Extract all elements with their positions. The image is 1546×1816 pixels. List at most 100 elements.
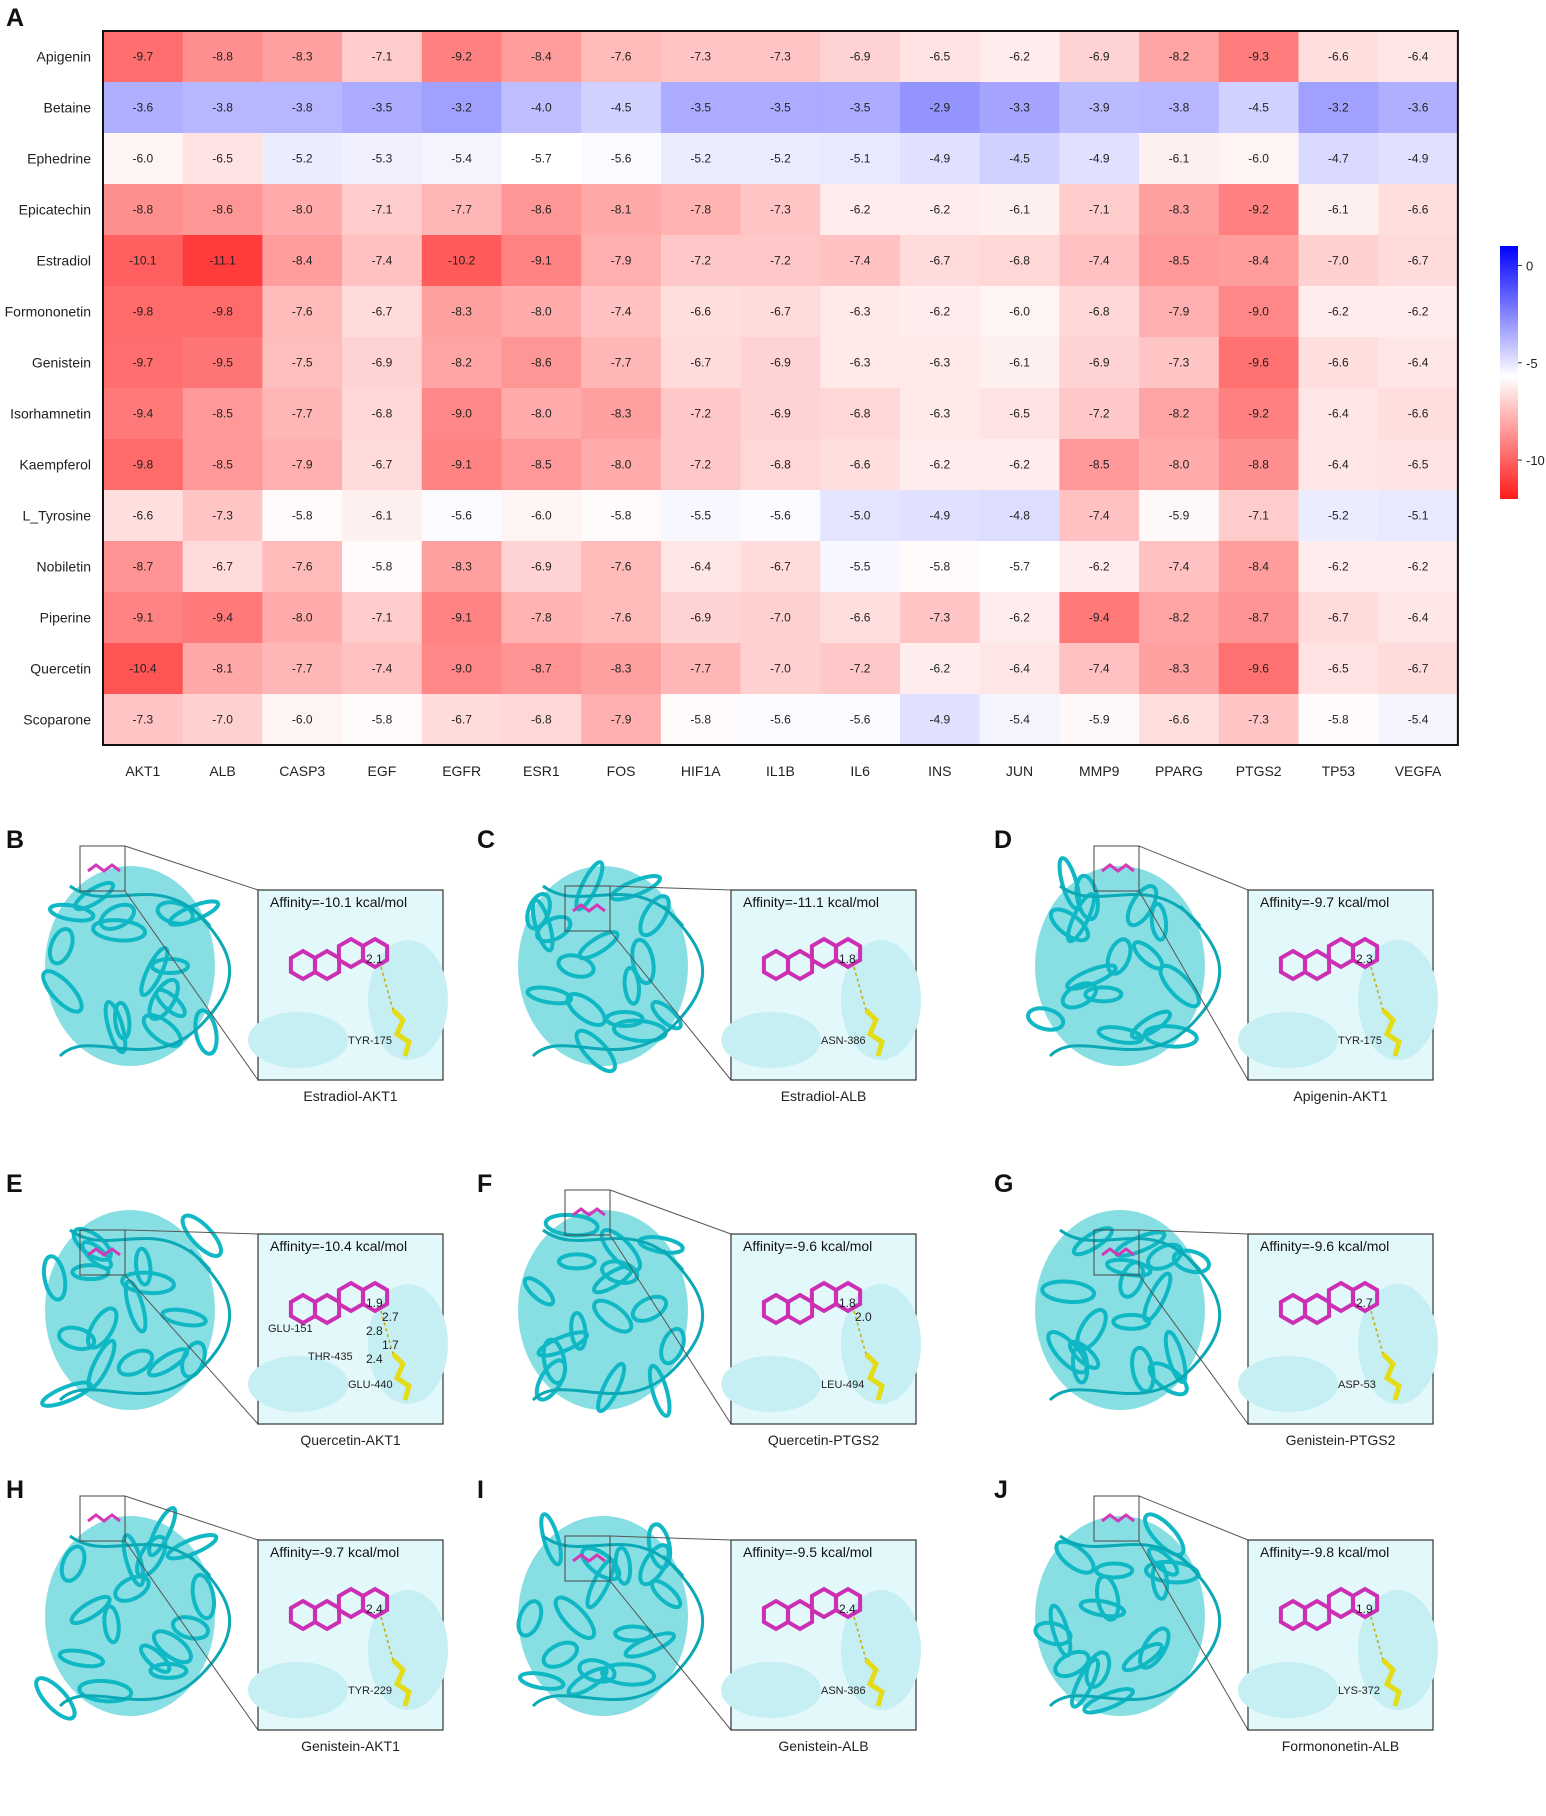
complex-caption: Genistein-PTGS2 xyxy=(1285,1432,1396,1448)
heatmap-value-label: -3.2 xyxy=(451,101,472,115)
panel-label: D xyxy=(994,826,1013,854)
heatmap-cell xyxy=(342,490,423,542)
panel-label: E xyxy=(6,1170,23,1198)
complex-caption: Estradiol-ALB xyxy=(780,1088,867,1104)
docking-panel-e: E Affinity=-10.4 kcal/mol GLU-440 THR-435 GL… xyxy=(0,1170,540,1470)
heatmap-value-label: -8.3 xyxy=(611,407,632,421)
docking-panel-d: D Affinity=-9.7 kcal/mol TYR-175 2.3 Apigeni… xyxy=(990,826,1530,1126)
protein-structure xyxy=(40,1210,231,1410)
heatmap-value-label: -6.2 xyxy=(1089,560,1110,574)
heatmap-cell xyxy=(501,490,582,542)
residue-sticks xyxy=(391,1658,412,1707)
heatmap-value-label: -7.3 xyxy=(690,50,711,64)
heatmap-cell xyxy=(1059,286,1140,338)
heatmap-cell xyxy=(1298,184,1379,236)
heatmap-value-label: -8.5 xyxy=(531,458,552,472)
heatmap-value-label: -6.8 xyxy=(1089,305,1110,319)
hbond-distance-label: 2.0 xyxy=(855,1310,872,1324)
residue-label: TYR-175 xyxy=(348,1035,393,1047)
heatmap-value-label: -7.9 xyxy=(611,713,632,727)
heatmap-value-label: -5.8 xyxy=(372,713,393,727)
heatmap-cell xyxy=(501,337,582,389)
heatmap-cell xyxy=(103,82,184,134)
heatmap-cell xyxy=(1298,337,1379,389)
heatmap-cell xyxy=(182,643,263,695)
heatmap-value-label: -6.7 xyxy=(212,560,233,574)
heatmap-cell xyxy=(1298,31,1379,83)
heatmap-cell xyxy=(979,388,1060,440)
row-label: Nobiletin xyxy=(37,559,91,575)
heatmap-cell xyxy=(103,286,184,338)
heatmap-cell xyxy=(421,286,503,338)
heatmap-cell xyxy=(740,694,821,746)
heatmap-cell xyxy=(740,490,821,542)
heatmap-cell xyxy=(501,643,582,695)
heatmap-value-label: -7.3 xyxy=(770,203,791,217)
heatmap-cell xyxy=(660,694,742,746)
heatmap-cell xyxy=(1218,439,1300,491)
heatmap-cell xyxy=(740,31,821,83)
heatmap-value-label: -7.3 xyxy=(212,509,233,523)
column-label: HIF1A xyxy=(681,763,721,779)
heatmap-cell xyxy=(1298,694,1379,746)
heatmap-cell xyxy=(660,286,742,338)
heatmap-cell xyxy=(581,388,662,440)
heatmap-value-label: -8.4 xyxy=(292,254,313,268)
heatmap-cell xyxy=(1218,337,1300,389)
heatmap-value-label: -6.2 xyxy=(1009,611,1030,625)
heatmap-value-label: -9.5 xyxy=(212,356,233,370)
hbond-distance-label: 2.8 xyxy=(366,1324,383,1338)
heatmap-cell xyxy=(979,490,1060,542)
heatmap-cell xyxy=(820,184,901,236)
heatmap-cell xyxy=(342,133,423,185)
heatmap-value-label: -5.5 xyxy=(850,560,871,574)
heatmap-cell xyxy=(1298,541,1379,593)
heatmap-cell xyxy=(342,31,423,83)
heatmap-cell xyxy=(182,286,263,338)
heatmap-cell xyxy=(1378,235,1459,287)
heatmap-cell xyxy=(182,133,263,185)
heatmap-cell xyxy=(581,439,662,491)
heatmap-cell xyxy=(421,592,503,644)
heatmap-cell xyxy=(900,643,981,695)
heatmap-value-label: -8.3 xyxy=(451,560,472,574)
heatmap-cell xyxy=(740,439,821,491)
heatmap-cell xyxy=(979,184,1060,236)
heatmap-value-label: -7.4 xyxy=(1089,662,1110,676)
heatmap-value-label: -6.9 xyxy=(531,560,552,574)
heatmap-value-label: -5.6 xyxy=(451,509,472,523)
heatmap-cell xyxy=(1298,490,1379,542)
heatmap-value-label: -5.3 xyxy=(372,152,393,166)
heatmap-value-label: -8.3 xyxy=(1169,203,1190,217)
heatmap-value-label: -8.8 xyxy=(1248,458,1269,472)
hbond-distance-label: 2.7 xyxy=(1356,1296,1373,1310)
heatmap-value-label: -10.4 xyxy=(129,662,157,676)
heatmap-value-label: -8.4 xyxy=(1248,560,1269,574)
heatmap-cell xyxy=(501,286,582,338)
residue-label: ASN-386 xyxy=(821,1035,866,1047)
residue-sticks xyxy=(1381,1658,1402,1707)
row-label: Piperine xyxy=(40,610,92,626)
heatmap-value-label: -3.5 xyxy=(372,101,393,115)
row-label: Isorhamnetin xyxy=(10,406,91,422)
heatmap-cell xyxy=(820,592,901,644)
heatmap-cell xyxy=(1378,133,1459,185)
heatmap-cell xyxy=(421,235,503,287)
complex-caption: Genistein-ALB xyxy=(778,1738,869,1754)
heatmap-cell xyxy=(1218,388,1300,440)
heatmap-value-label: -3.8 xyxy=(292,101,313,115)
heatmap-value-label: -5.6 xyxy=(611,152,632,166)
heatmap-cell xyxy=(501,388,582,440)
affinity-label: Affinity=-9.7 kcal/mol xyxy=(1260,894,1390,910)
heatmap-cell xyxy=(1378,82,1459,134)
heatmap-value-label: -3.6 xyxy=(133,101,154,115)
heatmap-cell xyxy=(1059,592,1140,644)
heatmap-value-label: -6.1 xyxy=(1328,203,1349,217)
heatmap-cell xyxy=(342,541,423,593)
heatmap-value-label: -4.7 xyxy=(1328,152,1349,166)
heatmap-value-label: -9.0 xyxy=(451,662,472,676)
heatmap-value-label: -7.9 xyxy=(292,458,313,472)
column-label: ALB xyxy=(209,763,235,779)
heatmap-value-label: -8.5 xyxy=(1169,254,1190,268)
heatmap-cell xyxy=(581,133,662,185)
